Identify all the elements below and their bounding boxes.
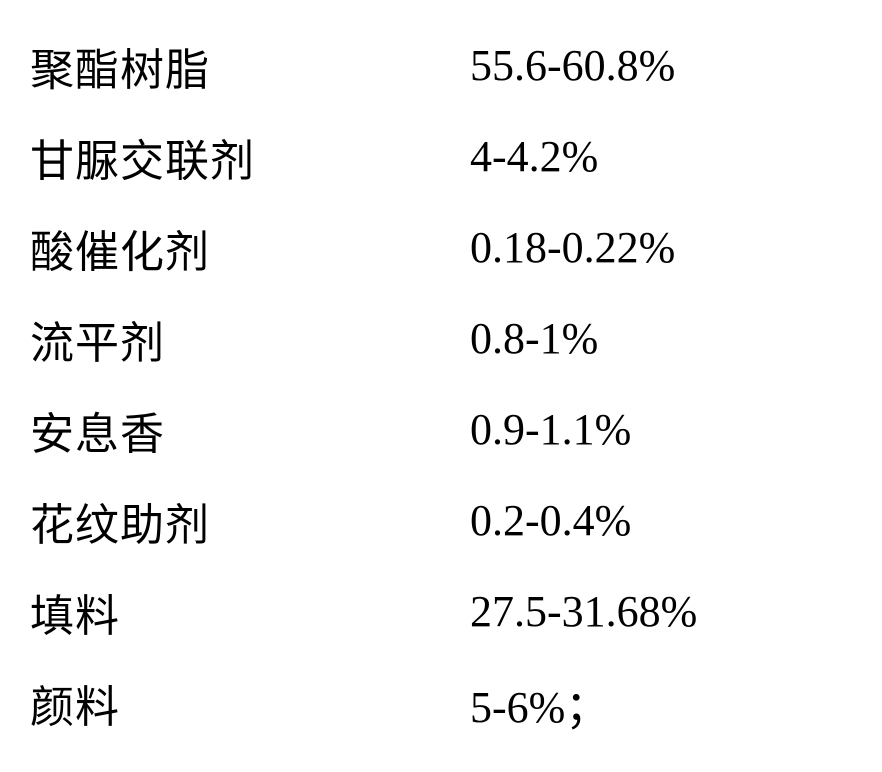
percentage-value: 5-6%； bbox=[470, 671, 609, 735]
ingredient-label: 酸催化剂 bbox=[30, 216, 470, 280]
ingredient-label: 流平剂 bbox=[30, 307, 470, 371]
percentage-value: 27.5-31.68% bbox=[470, 586, 697, 637]
ingredient-label: 填料 bbox=[30, 580, 470, 644]
percentage-value: 4-4.2% bbox=[470, 131, 598, 182]
table-row: 颜料 5-6%； bbox=[30, 657, 852, 748]
ingredient-label: 花纹助剂 bbox=[30, 489, 470, 553]
table-row: 安息香 0.9-1.1% bbox=[30, 384, 852, 475]
percentage-value: 0.8-1% bbox=[470, 313, 598, 364]
ingredient-label: 颜料 bbox=[30, 671, 470, 735]
ingredient-label: 甘脲交联剂 bbox=[30, 125, 470, 189]
table-row: 流平剂 0.8-1% bbox=[30, 293, 852, 384]
table-row: 聚酯树脂 55.6-60.8% bbox=[30, 20, 852, 111]
percentage-value: 55.6-60.8% bbox=[470, 40, 675, 91]
table-row: 花纹助剂 0.2-0.4% bbox=[30, 475, 852, 566]
percentage-value: 0.18-0.22% bbox=[470, 222, 675, 273]
percentage-value: 0.2-0.4% bbox=[470, 495, 631, 546]
ingredient-label: 安息香 bbox=[30, 398, 470, 462]
percentage-value: 0.9-1.1% bbox=[470, 404, 631, 455]
table-row: 酸催化剂 0.18-0.22% bbox=[30, 202, 852, 293]
ingredient-label: 聚酯树脂 bbox=[30, 34, 470, 98]
table-row: 甘脲交联剂 4-4.2% bbox=[30, 111, 852, 202]
composition-table: 聚酯树脂 55.6-60.8% 甘脲交联剂 4-4.2% 酸催化剂 0.18-0… bbox=[0, 0, 882, 772]
table-row: 填料 27.5-31.68% bbox=[30, 566, 852, 657]
